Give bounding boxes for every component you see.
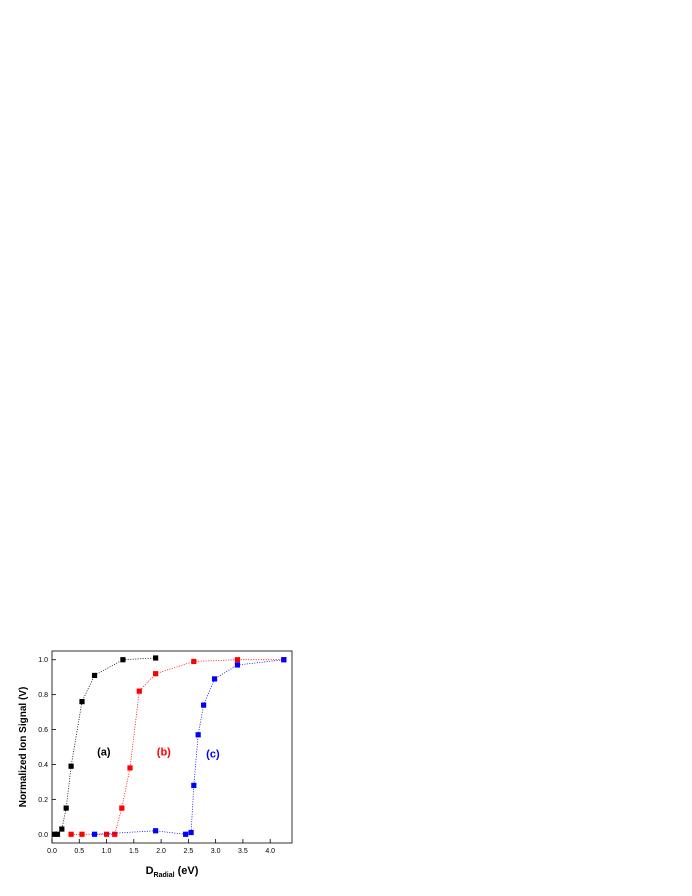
y-axis-title: Normalized Ion Signal (V) <box>18 687 29 808</box>
data-point-a <box>63 805 69 811</box>
x-tick-label: 2.0 <box>156 848 166 855</box>
data-point-c <box>188 829 194 836</box>
data-point-a <box>52 831 58 837</box>
y-tick-label: 0.4 <box>38 762 48 769</box>
data-point-c <box>183 831 189 837</box>
series-layer <box>52 655 287 837</box>
x-tick-label: 4.0 <box>265 848 275 855</box>
data-point-a <box>54 831 61 837</box>
data-point-c <box>211 676 218 682</box>
data-point-b <box>191 658 197 665</box>
x-tick-label: 0.5 <box>74 848 84 855</box>
data-point-c <box>195 732 201 738</box>
x-axis-title: DRadial (eV) <box>146 865 199 879</box>
data-point-b <box>119 805 125 811</box>
data-point-c <box>191 782 197 788</box>
data-point-c <box>91 831 98 837</box>
annotation-layer: (a) (b) (c) <box>97 747 220 761</box>
x-tick-label: 2.5 <box>183 848 193 855</box>
series-line-b <box>71 659 284 835</box>
data-point-b <box>136 688 142 694</box>
series-annotation: (b) <box>157 747 171 759</box>
y-tick-label: 0.8 <box>38 692 48 699</box>
data-point-b <box>79 831 85 837</box>
data-point-c <box>281 657 287 663</box>
data-point-a <box>79 699 85 705</box>
data-point-b <box>153 671 159 677</box>
data-point-b <box>68 831 74 837</box>
data-point-b <box>103 831 110 837</box>
data-point-a <box>120 657 126 663</box>
x-tick-label: 1.0 <box>102 848 112 855</box>
series-annotation: (c) <box>206 748 220 760</box>
data-point-c <box>201 702 207 708</box>
y-ticks: 0.0 0.2 0.4 0.6 0.8 1.0 <box>38 657 56 839</box>
y-tick-label: 0.6 <box>38 727 48 734</box>
data-point-c <box>234 662 241 668</box>
y-tick-label: 1.0 <box>38 657 48 664</box>
x-tick-label: 3.5 <box>238 848 248 855</box>
x-tick-label: 3.0 <box>211 848 221 855</box>
data-point-c <box>153 828 159 834</box>
x-axis-title-main: D <box>146 865 154 877</box>
y-tick-label: 0.0 <box>38 832 48 839</box>
data-point-a <box>68 763 74 769</box>
series-annotation: (a) <box>97 747 111 759</box>
y-tick-label: 0.2 <box>38 797 48 804</box>
plot-frame <box>51 650 293 844</box>
data-point-a <box>59 826 65 832</box>
data-point-b <box>127 765 133 771</box>
x-ticks: 0.0 0.5 1.0 1.5 2.0 2.5 3.0 3.5 4.0 <box>47 839 275 855</box>
x-tick-label: 0.0 <box>47 848 57 855</box>
data-point-b <box>234 657 241 663</box>
x-axis-title-unit: (eV) <box>175 865 199 877</box>
data-point-a <box>91 672 98 679</box>
x-tick-label: 1.5 <box>129 848 139 855</box>
x-axis-title-subscript: Radial <box>154 872 175 879</box>
data-point-b <box>112 831 118 837</box>
data-point-a <box>153 655 159 661</box>
